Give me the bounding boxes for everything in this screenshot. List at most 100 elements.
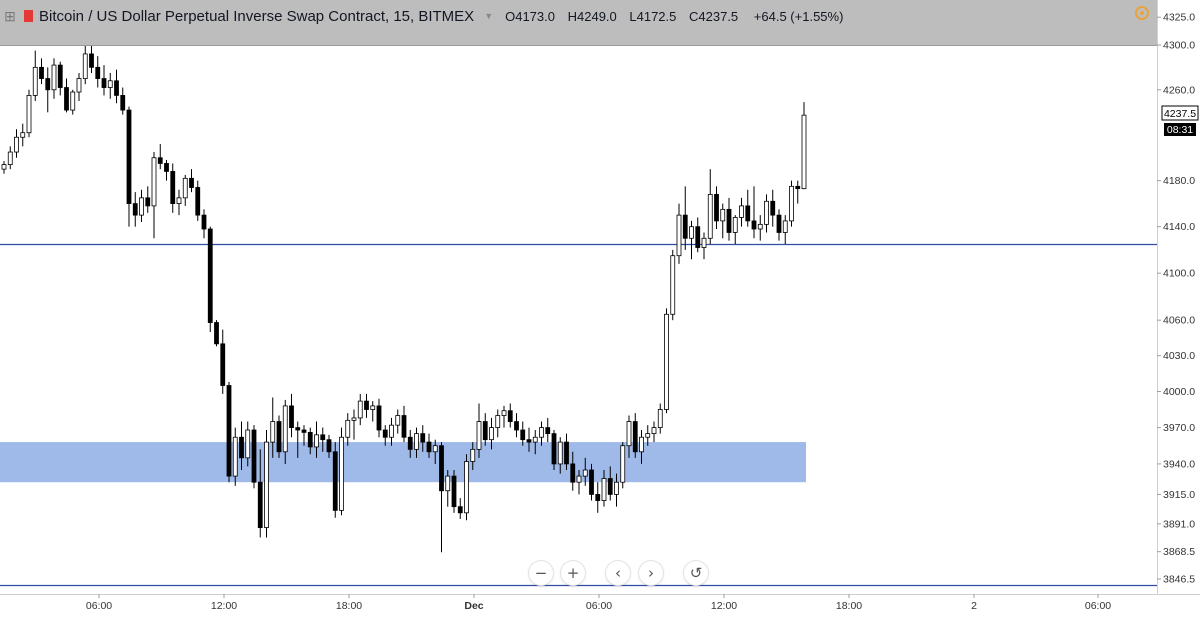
time-tick-label: 2 xyxy=(971,600,977,612)
candle xyxy=(714,186,719,229)
price-tick-label: 3970.0 xyxy=(1163,422,1195,434)
candle-body xyxy=(264,441,269,528)
candle-body xyxy=(501,410,507,416)
candle-body xyxy=(676,214,682,257)
price-tick-label: 4000.0 xyxy=(1163,386,1195,398)
symbol-title[interactable]: Bitcoin / US Dollar Perpetual Inverse Sw… xyxy=(39,7,475,25)
time-tick: 12:00 xyxy=(211,594,237,612)
chart-header: ⊞ Bitcoin / US Dollar Perpetual Inverse … xyxy=(0,0,1157,46)
time-tick-label: 12:00 xyxy=(211,600,237,612)
price-tick: 3891.0 xyxy=(1157,518,1195,530)
candle xyxy=(157,144,163,170)
candle xyxy=(432,439,438,464)
candle-body xyxy=(389,424,394,438)
low-value: L4172.5 xyxy=(629,8,677,24)
time-tick: 06:00 xyxy=(586,594,612,612)
candle xyxy=(457,498,463,519)
candle xyxy=(701,232,707,260)
candle-body xyxy=(545,427,551,435)
candle xyxy=(470,442,476,471)
candle-body xyxy=(226,385,232,477)
candle xyxy=(464,454,469,521)
candle-body xyxy=(776,214,782,233)
candle-body xyxy=(289,405,294,428)
candle-body xyxy=(607,478,613,495)
candle-body xyxy=(95,66,101,79)
candle xyxy=(745,189,751,227)
candle-body xyxy=(101,78,107,88)
candle xyxy=(364,393,369,418)
scroll-left-button[interactable]: ‹ xyxy=(606,561,630,585)
candle xyxy=(732,215,738,245)
candle-body xyxy=(32,66,38,96)
price-tick: 4180.0 xyxy=(1157,175,1195,187)
candle xyxy=(764,194,769,233)
candle xyxy=(570,451,576,491)
time-tick: 2 xyxy=(971,594,977,612)
zoom-in-button[interactable]: + xyxy=(561,561,585,585)
candle xyxy=(51,58,57,99)
candle-body xyxy=(582,469,588,477)
price-tick-label: 3846.5 xyxy=(1163,574,1195,586)
candle xyxy=(289,393,294,438)
candle xyxy=(264,429,269,538)
time-tick-label: 18:00 xyxy=(336,600,362,612)
candle-body xyxy=(557,441,563,465)
candle xyxy=(395,409,401,434)
candle xyxy=(189,169,194,193)
candle-body xyxy=(307,432,313,448)
caret-down-icon[interactable]: ▼ xyxy=(484,11,494,21)
candle-body xyxy=(757,223,763,230)
chevron-left-icon: ‹ xyxy=(615,563,621,582)
candle-body xyxy=(457,506,463,514)
gear-icon[interactable] xyxy=(1135,6,1149,20)
candle xyxy=(407,429,413,458)
price-tick-label: 3868.5 xyxy=(1163,546,1195,558)
candle-body xyxy=(801,114,807,190)
candle xyxy=(164,160,169,181)
scroll-right-button[interactable]: › xyxy=(639,561,663,585)
candle xyxy=(707,169,713,245)
candle-body xyxy=(151,157,157,207)
price-tick: 3868.5 xyxy=(1157,546,1195,558)
candle xyxy=(439,442,444,553)
candle-body xyxy=(395,415,401,426)
candle-body xyxy=(295,427,301,431)
candle-body xyxy=(720,208,726,222)
candle xyxy=(70,89,76,115)
candle-body xyxy=(364,400,369,410)
candle xyxy=(601,470,607,507)
candle-body xyxy=(339,436,344,511)
candle-body xyxy=(701,237,707,248)
candle xyxy=(151,152,157,239)
candle-body xyxy=(14,136,19,153)
reset-chart-button[interactable]: ↺ xyxy=(684,561,708,585)
candle xyxy=(139,189,144,223)
candle xyxy=(564,433,569,471)
candle xyxy=(514,413,519,438)
candle xyxy=(551,429,557,471)
candle xyxy=(95,56,101,88)
candle xyxy=(226,381,232,483)
candle-body xyxy=(64,87,69,111)
candle-body xyxy=(689,226,694,239)
candle xyxy=(101,65,107,96)
candle-body xyxy=(45,78,51,91)
candle xyxy=(401,405,407,443)
candle xyxy=(1,161,7,174)
candle-body xyxy=(107,80,113,88)
candle-body xyxy=(439,445,444,492)
candle xyxy=(645,425,651,446)
price-axis[interactable]: 4325.0 4300.0 4260.0 4180.0 4140.0 4100.0 4060… xyxy=(1157,12,1195,586)
candle-body xyxy=(89,53,94,68)
flag-icon[interactable] xyxy=(24,10,33,22)
candle-body xyxy=(601,478,607,501)
candle-body xyxy=(464,461,469,514)
zoom-out-button[interactable]: − xyxy=(529,561,553,585)
candle-body xyxy=(695,226,701,248)
candle-body xyxy=(551,433,557,465)
candle xyxy=(776,209,782,241)
time-axis[interactable]: 06:00 12:00 18:00 Dec 06:00 12:00 18:00 2 06:00 xyxy=(86,594,1111,612)
plus-icon[interactable]: ⊞ xyxy=(4,7,16,24)
